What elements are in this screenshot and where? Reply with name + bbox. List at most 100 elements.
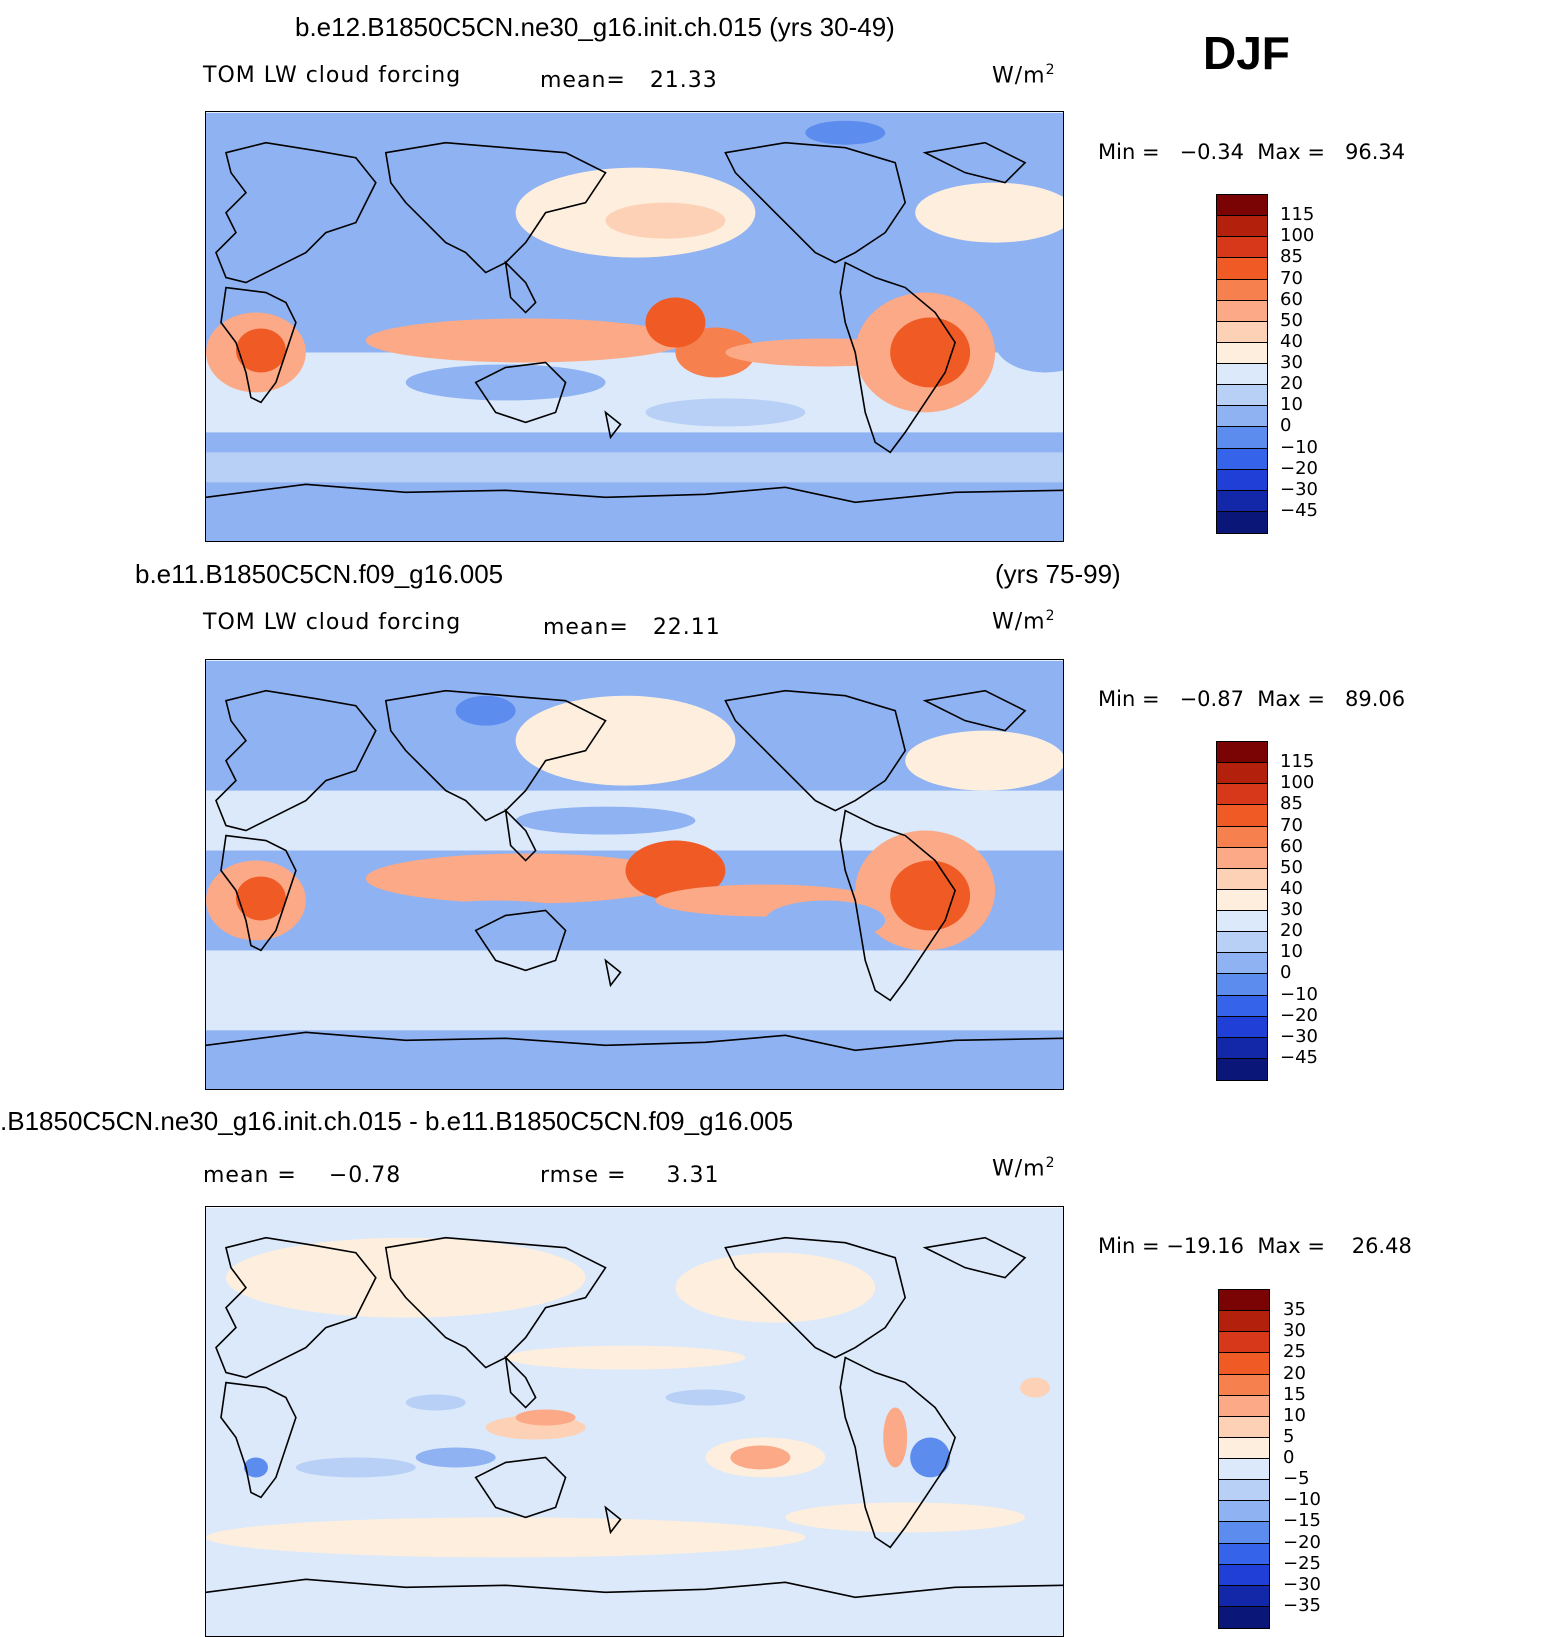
colorbar-segment [1217,1016,1267,1038]
panel2-units-sup: 2 [1045,608,1056,624]
panel2-min-value: −0.87 [1179,687,1244,711]
colorbar-segment [1219,1459,1269,1481]
colorbar-tick-label: −30 [1280,1025,1318,1047]
colorbar-segment [1217,995,1267,1017]
colorbar-tick-label: −10 [1280,436,1318,458]
panel1-colorbar-labels: 115 100 85 70 60 50 40 30 20 10 0 −10 −20 −30 −45 [1280,194,1360,534]
colorbar-segment [1219,1480,1269,1502]
panel1-title: b.e12.B1850C5CN.ne30_g16.init.ch.015 (yr… [295,12,895,42]
panel1-min-label: Min = [1098,140,1160,164]
panel1-variable: TOM LW cloud forcing [203,63,462,88]
colorbar-segment [1217,195,1267,217]
panel2-mean: mean= 22.11 [543,615,721,640]
colorbar-segment [1219,1606,1269,1628]
colorbar-segment [1217,279,1267,301]
panel1-minmax: Min = −0.34 Max = 96.34 [1098,140,1405,164]
panel2-mean-label: mean= [543,615,629,640]
panel3-max-value: 26.48 [1351,1234,1412,1258]
panel3-min-value: −19.16 [1166,1234,1244,1258]
panel3-rmse-label: rmse = [540,1163,627,1188]
colorbar-tick-label: 10 [1283,1404,1306,1426]
panel1-units: W/m2 [992,62,1056,88]
colorbar-tick-label: 25 [1283,1341,1306,1363]
panel3-colorbar [1218,1289,1270,1629]
panel1-colorbar [1216,194,1268,534]
colorbar-segment [1217,321,1267,343]
colorbar-tick-label: 70 [1280,267,1303,289]
panel3-map [205,1206,1064,1637]
colorbar-segment [1217,385,1267,407]
panel3-colorbar-labels: 35 30 25 20 15 10 5 0 −5 −10 −15 −20 −25 −30 −35 [1283,1289,1363,1629]
panel3-minmax: Min = −19.16 Max = 26.48 [1098,1234,1412,1258]
colorbar-tick-label: 40 [1280,330,1303,352]
colorbar-tick-label: 35 [1283,1299,1306,1321]
colorbar-segment [1219,1522,1269,1544]
colorbar-segment [1217,300,1267,322]
colorbar-tick-label: 0 [1280,962,1292,984]
colorbar-tick-label: 70 [1280,814,1303,836]
colorbar-tick-label: 20 [1280,373,1303,395]
colorbar-tick-label: 5 [1283,1425,1295,1447]
colorbar-tick-label: 30 [1280,899,1303,920]
colorbar-segment [1217,953,1267,975]
panel3-max-label: Max = [1257,1234,1325,1258]
colorbar-segment [1217,1037,1267,1059]
colorbar-segment [1219,1416,1269,1438]
colorbar-segment [1219,1501,1269,1523]
colorbar-tick-label: −20 [1280,1004,1318,1026]
colorbar-tick-label: 0 [1283,1447,1295,1468]
panel2-title-right: (yrs 75-99) [995,559,1121,589]
colorbar-tick-label: 30 [1283,1320,1306,1342]
colorbar-segment [1219,1311,1269,1333]
colorbar-tick-label: −15 [1283,1510,1321,1532]
panel2-min-label: Min = [1098,687,1160,711]
colorbar-tick-label: −45 [1280,1046,1318,1068]
colorbar-tick-label: −35 [1283,1594,1321,1616]
panel2-map [205,659,1064,1090]
colorbar-segment [1217,974,1267,996]
colorbar-tick-label: −5 [1283,1468,1310,1490]
colorbar-tick-label: 15 [1283,1383,1306,1405]
colorbar-tick-label: 100 [1280,772,1315,794]
colorbar-tick-label: 20 [1283,1362,1306,1384]
panel1-max-label: Max = [1257,140,1325,164]
colorbar-segment [1219,1585,1269,1607]
panel1-mean: mean= 21.33 [540,68,718,93]
panel2-colorbar-labels: 115 100 85 70 60 50 40 30 20 10 0 −10 −20 −30 −45 [1280,741,1360,1081]
panel3-min-label: Min = [1098,1234,1160,1258]
colorbar-segment [1217,889,1267,911]
panel3-title: .B1850C5CN.ne30_g16.init.ch.015 - b.e11.… [0,1106,794,1136]
colorbar-tick-label: 50 [1280,309,1303,331]
season-label: DJF [1203,27,1290,79]
colorbar-segment [1217,469,1267,491]
colorbar-tick-label: 100 [1280,225,1315,247]
panel3-rmse: rmse = 3.31 [540,1163,719,1188]
colorbar-segment [1219,1564,1269,1586]
colorbar-tick-label: 50 [1280,856,1303,878]
colorbar-segment [1217,490,1267,512]
colorbar-tick-label: −20 [1283,1531,1321,1553]
colorbar-tick-label: 60 [1280,835,1303,857]
colorbar-tick-label: 85 [1280,793,1303,815]
colorbar-tick-label: 10 [1280,941,1303,963]
colorbar-tick-label: −20 [1280,457,1318,479]
panel2-minmax: Min = −0.87 Max = 89.06 [1098,687,1405,711]
panel3-rmse-value: 3.31 [666,1163,720,1188]
panel2-title-left: b.e11.B1850C5CN.f09_g16.005 [135,559,504,589]
panel3-mean-label: mean = [203,1163,297,1188]
colorbar-segment [1219,1437,1269,1459]
panel1-min-value: −0.34 [1179,140,1244,164]
panel2-units-base: W/m [992,609,1046,635]
panel1-map-field [206,112,1063,541]
colorbar-tick-label: 40 [1280,877,1303,899]
colorbar-segment [1219,1332,1269,1354]
panel1-max-value: 96.34 [1345,140,1406,164]
colorbar-tick-label: −30 [1283,1573,1321,1595]
colorbar-segment [1219,1395,1269,1417]
panel2-units: W/m2 [992,608,1056,634]
colorbar-segment [1217,826,1267,848]
colorbar-segment [1217,742,1267,764]
panel1-mean-label: mean= [540,68,626,93]
colorbar-tick-label: 60 [1280,288,1303,310]
panel3-map-field [206,1207,1063,1636]
